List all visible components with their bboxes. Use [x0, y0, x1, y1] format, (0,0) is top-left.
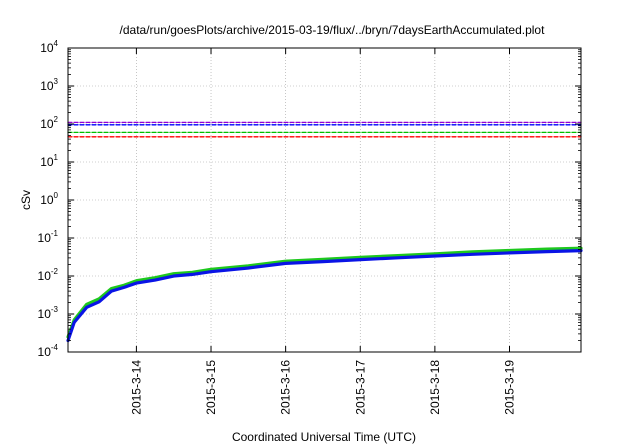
- x-tick-label: 2015-3-15: [204, 360, 218, 415]
- x-tick-label: 2015-3-14: [129, 360, 143, 415]
- y-tick-label: 104: [40, 39, 58, 55]
- x-axis-label: Coordinated Universal Time (UTC): [232, 430, 416, 444]
- x-tick-label: 2015-3-16: [279, 360, 293, 415]
- y-tick-label: 102: [40, 115, 58, 131]
- series-layer: [66, 121, 583, 343]
- y-axis-label: cSv: [19, 190, 33, 210]
- y-tick-label: 101: [40, 153, 58, 169]
- axis-ticks: [68, 47, 581, 353]
- chart-title: /data/run/goesPlots/archive/2015-03-19/f…: [120, 23, 546, 37]
- y-tick-label: 100: [40, 191, 58, 207]
- y-tick-label: 10-4: [38, 343, 59, 359]
- y-tick-label: 10-2: [38, 267, 59, 283]
- x-tick-labels: 2015-3-14 2015-3-15 2015-3-16 2015-3-17 2015…: [129, 360, 516, 415]
- x-tick-label: 2015-3-17: [353, 360, 367, 415]
- y-tick-label: 103: [40, 77, 58, 93]
- plot-frame: [67, 47, 582, 353]
- y-tick-labels: 10-4 10-3 10-2 10-1 100 101 102 103 104: [38, 39, 59, 359]
- solid-series-line-5: [66, 249, 583, 343]
- y-tick-label: 10-3: [38, 305, 59, 321]
- x-tick-label: 2015-3-18: [428, 360, 442, 415]
- solid-series-line-4: [66, 246, 583, 339]
- grid-lines: [68, 48, 581, 352]
- y-tick-label: 10-1: [38, 229, 59, 245]
- x-tick-label: 2015-3-19: [502, 360, 516, 415]
